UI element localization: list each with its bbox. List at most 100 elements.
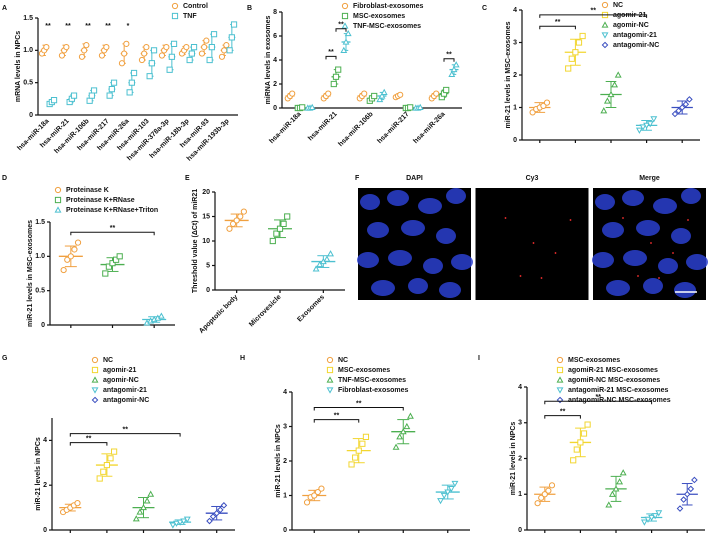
data-point <box>96 475 103 482</box>
data-point <box>614 71 622 78</box>
bracket <box>313 407 404 411</box>
bracket <box>539 25 576 30</box>
data-point <box>573 446 580 453</box>
data-point <box>299 104 306 111</box>
legend-marker <box>601 1 609 9</box>
data-point <box>352 454 359 461</box>
x-tick-label: hsa-miR-21 <box>307 111 339 143</box>
bracket <box>335 28 347 32</box>
cy3-signal <box>569 219 572 221</box>
data-point <box>612 485 620 492</box>
data-point <box>651 513 659 520</box>
y-tick-label: 0 <box>43 527 47 534</box>
legend-label: antagomiR-21 MSC-exosomes <box>568 387 668 394</box>
data-point <box>203 37 210 44</box>
nucleus <box>658 258 678 274</box>
data-point <box>416 103 424 110</box>
data-point <box>102 270 109 277</box>
data-point <box>100 468 107 475</box>
data-point <box>611 81 619 88</box>
data-point <box>545 487 552 494</box>
bracket <box>313 419 360 423</box>
nucleus <box>401 220 425 236</box>
data-point <box>639 124 647 131</box>
y-tick-label: 1.0 <box>35 253 45 260</box>
data-point <box>648 514 656 522</box>
data-point <box>342 38 350 45</box>
data-point <box>206 517 213 525</box>
y-tick-label: 8 <box>273 9 277 16</box>
significance: ** <box>446 52 452 59</box>
data-point <box>63 44 70 51</box>
data-point <box>90 87 98 94</box>
data-point <box>340 46 348 53</box>
y-tick-label: 6 <box>273 33 277 40</box>
cy3-signal <box>540 277 543 279</box>
legend-label: agomir-NC <box>103 377 139 384</box>
nucleus <box>636 220 660 236</box>
data-point <box>332 73 340 80</box>
y-tick-label: 1 <box>518 491 522 498</box>
data-point <box>173 520 180 527</box>
y-tick-label: 3 <box>518 420 522 427</box>
data-point <box>680 496 687 503</box>
data-point <box>58 52 66 59</box>
data-point <box>228 34 235 41</box>
data-point <box>143 497 151 504</box>
y-tick-label: 0 <box>518 527 522 534</box>
data-point <box>643 122 651 130</box>
legend-label: Proteinase K <box>66 187 109 194</box>
data-point <box>619 469 627 476</box>
data-point <box>683 490 691 498</box>
legend-label: MSC-exosomes <box>568 357 620 364</box>
data-point <box>157 312 165 319</box>
legend-marker <box>91 376 99 383</box>
x-tick-label: hsa-miR-217 <box>376 111 410 145</box>
legend-marker <box>556 376 564 383</box>
panel-letter: F <box>355 175 360 182</box>
nucleus <box>446 188 466 204</box>
y-tick-label: 0 <box>206 287 210 294</box>
nucleus <box>595 194 615 210</box>
data-point <box>396 433 404 440</box>
data-point <box>361 90 368 97</box>
nucleus <box>686 254 708 270</box>
data-point <box>570 457 577 464</box>
data-point <box>572 49 579 56</box>
legend-label: MSC-exosomes <box>353 13 405 20</box>
data-point <box>209 513 217 520</box>
panel-letter: A <box>2 5 7 12</box>
data-point <box>397 91 404 98</box>
data-point <box>318 485 325 492</box>
legend-marker <box>91 356 99 364</box>
data-point <box>686 96 693 103</box>
data-point <box>81 47 88 54</box>
x-tick-label: Apoptotic body <box>198 294 239 335</box>
data-point <box>108 86 115 93</box>
data-point <box>289 90 296 97</box>
data-point <box>71 246 78 253</box>
data-point <box>362 433 370 440</box>
bracket <box>443 58 455 62</box>
significance: ** <box>338 22 344 29</box>
data-point <box>206 56 213 64</box>
nucleus <box>360 194 380 210</box>
data-point <box>143 44 150 51</box>
data-point <box>233 217 240 224</box>
legend-marker <box>54 186 62 194</box>
data-point <box>83 42 90 49</box>
data-point <box>538 494 545 501</box>
legend-label: NC <box>338 357 348 364</box>
legend-marker <box>326 356 334 364</box>
legend-marker <box>91 396 99 404</box>
data-point <box>691 476 698 484</box>
data-point <box>86 97 93 104</box>
legend-label: MSC-exosomes <box>338 367 390 374</box>
significance: ** <box>110 225 116 232</box>
data-point <box>176 519 184 526</box>
legend-label: Fibroblast-exosomes <box>338 387 409 394</box>
significance: ** <box>86 435 92 442</box>
data-point <box>348 461 355 468</box>
data-point <box>103 44 110 51</box>
